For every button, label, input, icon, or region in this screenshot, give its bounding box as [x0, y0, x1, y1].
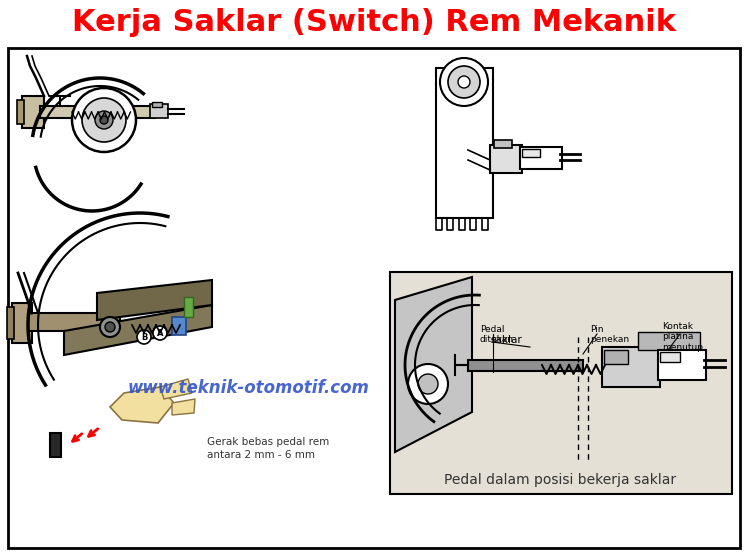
Circle shape [105, 322, 115, 332]
Bar [7, 307, 14, 339]
Bar [17, 100, 24, 124]
Circle shape [100, 116, 108, 124]
Polygon shape [97, 280, 212, 320]
Text: antara 2 mm - 6 mm: antara 2 mm - 6 mm [207, 450, 315, 460]
Polygon shape [436, 68, 493, 218]
Circle shape [153, 326, 167, 340]
Bar [40, 106, 155, 118]
Bar [12, 303, 32, 343]
Bar [658, 350, 706, 380]
Circle shape [100, 317, 120, 337]
Bar [172, 317, 186, 335]
Polygon shape [395, 277, 472, 452]
Bar [638, 332, 700, 350]
Bar [604, 350, 628, 364]
Bar [184, 297, 193, 317]
Bar [28, 313, 120, 331]
Bar [490, 145, 522, 173]
Text: B: B [141, 333, 147, 341]
Bar [50, 433, 61, 457]
Bar [660, 352, 680, 362]
Text: Gerak bebas pedal rem: Gerak bebas pedal rem [207, 437, 329, 447]
Text: Pedal dalam posisi bekerja saklar: Pedal dalam posisi bekerja saklar [444, 473, 676, 487]
Circle shape [440, 58, 488, 106]
Polygon shape [172, 399, 195, 415]
Text: Pin
penekan: Pin penekan [590, 325, 629, 344]
Bar [602, 347, 660, 387]
Bar [520, 147, 562, 169]
Bar [390, 272, 732, 494]
Bar [522, 149, 540, 157]
Circle shape [448, 66, 480, 98]
Circle shape [418, 374, 438, 394]
Polygon shape [64, 305, 212, 355]
Polygon shape [160, 379, 192, 399]
Circle shape [82, 98, 126, 142]
Circle shape [95, 111, 113, 129]
Text: www.teknik-otomotif.com: www.teknik-otomotif.com [127, 379, 369, 397]
Text: A: A [157, 329, 163, 338]
Text: Kerja Saklar (Switch) Rem Mekanik: Kerja Saklar (Switch) Rem Mekanik [72, 8, 676, 37]
Bar [8, 48, 740, 548]
Bar [22, 96, 44, 128]
Bar [468, 360, 583, 371]
Text: saklar: saklar [490, 335, 522, 345]
Circle shape [408, 364, 448, 404]
Circle shape [458, 76, 470, 88]
Polygon shape [110, 387, 174, 423]
Bar [152, 102, 162, 107]
Bar [494, 140, 512, 148]
Text: Pedal
ditekan: Pedal ditekan [480, 325, 514, 344]
Circle shape [72, 88, 136, 152]
Bar [150, 104, 168, 118]
Text: Kontak
platina
menutup: Kontak platina menutup [662, 322, 703, 352]
Circle shape [137, 330, 151, 344]
